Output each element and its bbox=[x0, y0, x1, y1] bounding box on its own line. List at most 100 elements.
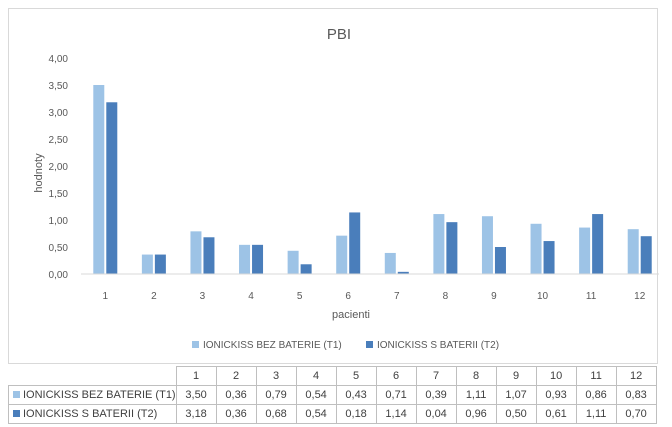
y-axis-ticks: 0,00 0,50 1,00 1,50 2,00 2,50 3,00 3,50 4,00 bbox=[49, 54, 69, 281]
y-tick-label-8: 4,00 bbox=[49, 54, 69, 65]
table-header-cell-2: 2 bbox=[215, 366, 257, 386]
table-cell-t2-6: 1,14 bbox=[375, 404, 417, 424]
legend-label-t1: IONICKISS BEZ BATERIE (T1) bbox=[203, 340, 342, 351]
bar-t2-11 bbox=[592, 214, 604, 274]
table-series-name-t2: IONICKISS S BATERII (T2) bbox=[23, 408, 158, 420]
bar-t2-4 bbox=[252, 244, 264, 274]
y-tick-label-5: 2,50 bbox=[49, 135, 69, 146]
table-header-cell-8: 8 bbox=[455, 366, 497, 386]
x-axis-label: pacienti bbox=[332, 309, 370, 321]
table-header-cell-1: 1 bbox=[175, 366, 217, 386]
table-cell-t1-10: 0,93 bbox=[535, 385, 577, 405]
bar-t2-2 bbox=[154, 254, 166, 274]
bars bbox=[93, 85, 652, 274]
bar-t2-7 bbox=[397, 271, 409, 274]
legend-swatch-t1 bbox=[192, 341, 199, 348]
x-tick-label-3: 3 bbox=[200, 291, 206, 302]
table-cell-t1-3: 0,79 bbox=[255, 385, 297, 405]
bar-t1-12 bbox=[627, 229, 639, 274]
table-cell-t2-12: 0,70 bbox=[615, 404, 657, 424]
table-header-cell-5: 5 bbox=[335, 366, 377, 386]
table-cell-t2-1: 3,18 bbox=[175, 404, 217, 424]
x-tick-label-11: 11 bbox=[586, 291, 597, 302]
bar-chart: PBI hodnoty pacienti 0,00 0,50 1,00 1,50 2,0… bbox=[33, 26, 659, 351]
bar-t2-1 bbox=[106, 102, 118, 274]
x-tick-label-8: 8 bbox=[443, 291, 449, 302]
bar-t2-8 bbox=[446, 222, 458, 274]
table-header-row: 1 2 3 4 5 6 7 8 9 10 11 12 bbox=[8, 366, 657, 386]
legend-swatch-t2 bbox=[366, 341, 373, 348]
table-cell-t2-8: 0,96 bbox=[455, 404, 497, 424]
table-cell-t1-2: 0,36 bbox=[215, 385, 257, 405]
x-tick-label-2: 2 bbox=[151, 291, 157, 302]
table-series-name-t1: IONICKISS BEZ BATERIE (T1) bbox=[23, 389, 176, 401]
y-tick-label-2: 1,00 bbox=[49, 216, 69, 227]
table-series-label-t2: IONICKISS S BATERII (T2) bbox=[8, 404, 177, 424]
y-tick-label-7: 3,50 bbox=[49, 81, 69, 92]
table-header-cell-12: 12 bbox=[615, 366, 657, 386]
bar-t1-6 bbox=[336, 235, 348, 274]
table-corner-cell bbox=[8, 366, 177, 386]
bar-t1-1 bbox=[93, 85, 105, 274]
x-tick-label-12: 12 bbox=[634, 291, 646, 302]
table-cell-t2-4: 0,54 bbox=[295, 404, 337, 424]
table-cell-t1-12: 0,83 bbox=[615, 385, 657, 405]
table-header-cell-11: 11 bbox=[575, 366, 617, 386]
bar-t2-5 bbox=[300, 264, 312, 274]
table-header-cell-9: 9 bbox=[495, 366, 537, 386]
table-cell-t1-4: 0,54 bbox=[295, 385, 337, 405]
table-header-cell-7: 7 bbox=[415, 366, 457, 386]
legend-label-t2: IONICKISS S BATERII (T2) bbox=[377, 340, 499, 351]
table-cell-t1-5: 0,43 bbox=[335, 385, 377, 405]
bar-t1-8 bbox=[433, 214, 445, 274]
x-axis-ticks: 1 2 3 4 5 6 7 8 9 10 11 12 bbox=[103, 291, 646, 302]
table-cell-t1-7: 0,39 bbox=[415, 385, 457, 405]
bar-t2-12 bbox=[640, 236, 652, 274]
x-tick-label-4: 4 bbox=[248, 291, 254, 302]
table-cell-t2-2: 0,36 bbox=[215, 404, 257, 424]
table-cell-t2-7: 0,04 bbox=[415, 404, 457, 424]
table-cell-t2-3: 0,68 bbox=[255, 404, 297, 424]
bar-t2-9 bbox=[494, 247, 506, 274]
bar-t1-4 bbox=[239, 244, 251, 274]
table-cell-t1-9: 1,07 bbox=[495, 385, 537, 405]
table-row-t1: IONICKISS BEZ BATERIE (T1) 3,50 0,36 0,79 0… bbox=[8, 385, 657, 405]
table-header-cell-10: 10 bbox=[535, 366, 577, 386]
bar-t2-6 bbox=[349, 212, 361, 274]
table-cell-t2-11: 1,11 bbox=[575, 404, 617, 424]
chart-title: PBI bbox=[327, 26, 351, 43]
x-tick-label-10: 10 bbox=[537, 291, 549, 302]
chart-area: PBI hodnoty pacienti 0,00 0,50 1,00 1,50 2,0… bbox=[8, 8, 659, 364]
bar-t1-10 bbox=[530, 223, 542, 274]
table-series-label-t1: IONICKISS BEZ BATERIE (T1) bbox=[8, 385, 177, 405]
bar-t1-3 bbox=[190, 231, 202, 274]
table-cell-t1-6: 0,71 bbox=[375, 385, 417, 405]
bar-t1-9 bbox=[481, 216, 493, 274]
y-tick-label-6: 3,00 bbox=[49, 108, 69, 119]
y-tick-label-4: 2,00 bbox=[49, 162, 69, 173]
y-tick-label-3: 1,50 bbox=[49, 189, 69, 200]
y-tick-label-1: 0,50 bbox=[49, 243, 69, 254]
table-header-cell-3: 3 bbox=[255, 366, 297, 386]
bar-t2-3 bbox=[203, 237, 215, 274]
y-tick-label-0: 0,00 bbox=[49, 270, 69, 281]
bar-t1-2 bbox=[141, 254, 153, 274]
bar-t2-10 bbox=[543, 241, 555, 274]
bar-t1-7 bbox=[384, 252, 396, 274]
bar-t1-11 bbox=[579, 227, 591, 274]
table-cell-t1-8: 1,11 bbox=[455, 385, 497, 405]
table-cell-t1-1: 3,50 bbox=[175, 385, 217, 405]
data-table: 1 2 3 4 5 6 7 8 9 10 11 12 IONICKISS BEZ BATERIE (T… bbox=[8, 366, 657, 424]
x-tick-label-1: 1 bbox=[103, 291, 109, 302]
table-cell-t2-5: 0,18 bbox=[335, 404, 377, 424]
x-tick-label-5: 5 bbox=[297, 291, 303, 302]
bar-t1-5 bbox=[287, 250, 299, 274]
y-axis-label: hodnoty bbox=[33, 153, 45, 193]
table-swatch-t2 bbox=[13, 410, 20, 417]
x-tick-label-7: 7 bbox=[394, 291, 400, 302]
table-cell-t2-9: 0,50 bbox=[495, 404, 537, 424]
x-tick-label-6: 6 bbox=[345, 291, 351, 302]
table-row-t2: IONICKISS S BATERII (T2) 3,18 0,36 0,68 0,5… bbox=[8, 404, 657, 424]
table-cell-t2-10: 0,61 bbox=[535, 404, 577, 424]
table-header-cell-4: 4 bbox=[295, 366, 337, 386]
